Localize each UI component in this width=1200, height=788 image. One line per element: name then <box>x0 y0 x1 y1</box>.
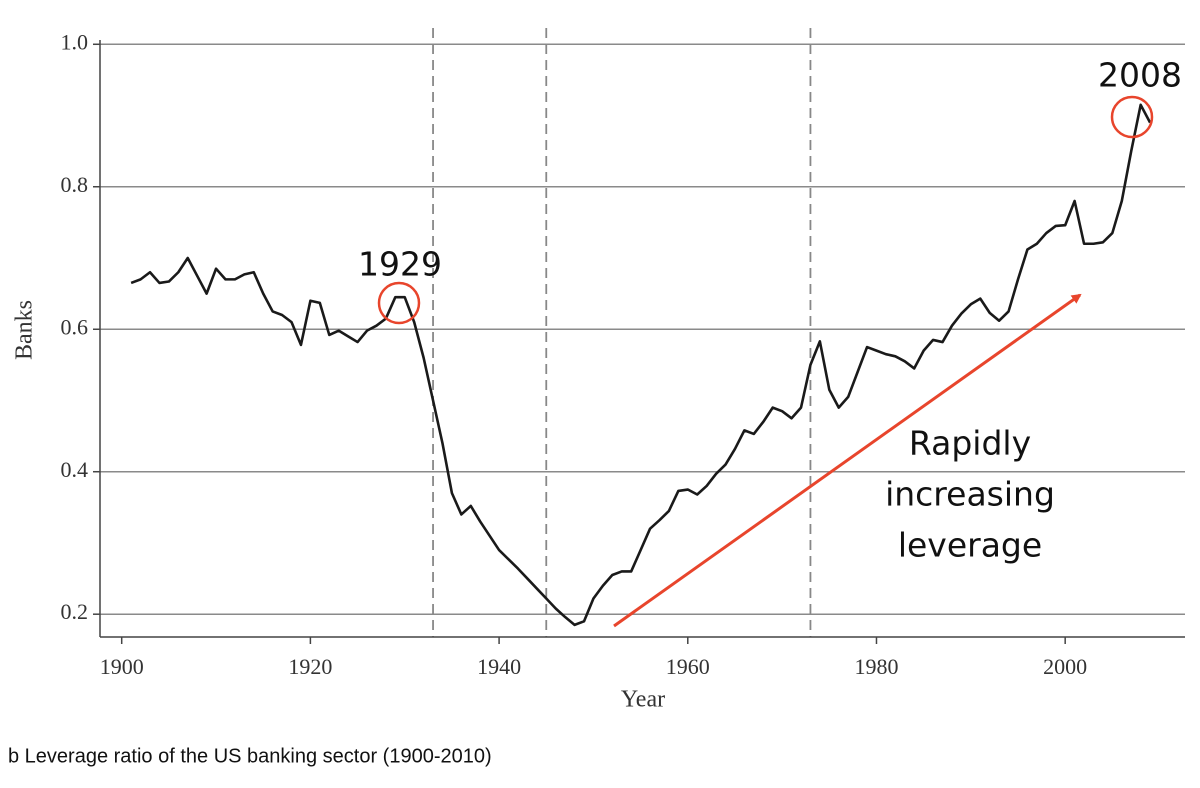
annotation: 1929 <box>358 245 442 284</box>
grid <box>100 28 1185 637</box>
data-line <box>130 103 1152 627</box>
trend-arrow <box>613 293 1082 628</box>
x-tick-label: 2000 <box>1043 654 1087 679</box>
highlight-circle <box>1110 95 1154 139</box>
annotation: 2008 <box>1098 56 1182 95</box>
x-tick-label: 1980 <box>854 654 898 679</box>
plot <box>130 103 1152 627</box>
y-tick-label: 0.6 <box>61 314 89 339</box>
y-tick-label: 0.2 <box>61 599 89 624</box>
x-axis-title: Year <box>621 687 665 713</box>
y-tick-label: 1.0 <box>61 29 89 54</box>
y-tick-label: 0.8 <box>61 172 89 197</box>
annotation: increasing <box>885 475 1055 514</box>
annotation: Rapidly <box>909 424 1031 463</box>
caption: b Leverage ratio of the US banking secto… <box>8 745 492 767</box>
x-tick-label: 1920 <box>288 654 332 679</box>
y-tick-label: 0.4 <box>61 457 89 482</box>
annotation: leverage <box>898 526 1042 565</box>
x-tick-label: 1900 <box>100 654 144 679</box>
x-tick-label: 1940 <box>477 654 521 679</box>
y-axis-title: Banks <box>12 300 38 360</box>
highlight-circle <box>377 281 421 325</box>
x-tick-label: 1960 <box>666 654 710 679</box>
